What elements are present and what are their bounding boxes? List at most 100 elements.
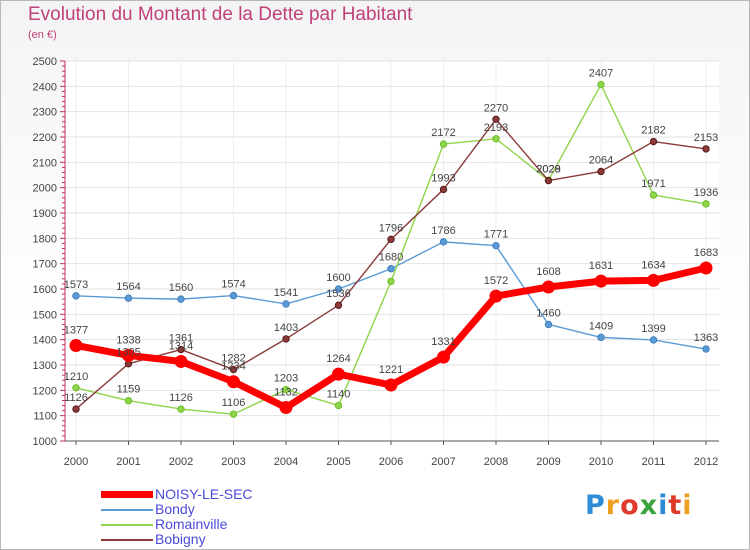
point-bondy (439, 238, 448, 246)
point-romainville (334, 401, 343, 410)
data-label-romainville: 1210 (64, 371, 88, 383)
data-label-bondy: 1564 (116, 281, 140, 293)
data-label-bobigny: 1361 (169, 333, 193, 345)
data-label-bondy: 1786 (431, 225, 455, 237)
y-tick-label: 2500 (33, 56, 57, 68)
data-label-romainville: 1106 (222, 397, 246, 409)
data-label-bondy: 1541 (274, 287, 298, 299)
x-tick-label: 2004 (274, 456, 298, 468)
point-noisy-le-sec (542, 280, 555, 294)
point-romainville (387, 277, 395, 286)
data-label-noisy-le-sec: 1683 (694, 247, 718, 259)
data-label-noisy-le-sec: 1572 (484, 275, 508, 287)
logo-letter: i (682, 490, 693, 521)
point-noisy-le-sec (332, 367, 345, 381)
y-tick-label: 1300 (33, 360, 57, 372)
point-bondy (702, 345, 710, 353)
point-noisy-le-sec (489, 289, 503, 303)
y-tick-label: 1900 (33, 208, 57, 220)
x-tick-label: 2007 (431, 456, 455, 468)
logo-letter: P (585, 490, 606, 521)
point-noisy-le-sec (647, 273, 660, 287)
y-tick-label: 1800 (33, 233, 57, 245)
data-label-romainville: 2407 (589, 68, 613, 80)
point-noisy-le-sec (69, 338, 83, 352)
x-tick-label: 2008 (484, 456, 508, 468)
data-label-bobigny: 1126 (64, 392, 88, 404)
legend-label: NOISY-LE-SEC (155, 486, 253, 502)
y-tick-label: 1200 (33, 385, 57, 397)
data-label-bobigny: 2064 (589, 154, 613, 166)
x-tick-label: 2009 (536, 456, 560, 468)
y-tick-label: 1600 (33, 284, 57, 296)
point-romainville (702, 200, 710, 208)
legend-item-noisy-le-sec: NOISY-LE-SEC (101, 486, 321, 502)
data-label-romainville: 1140 (327, 389, 351, 401)
point-noisy-le-sec (594, 274, 608, 288)
point-bondy (597, 333, 605, 342)
y-tick-label: 2400 (33, 81, 57, 93)
data-label-romainville: 2193 (484, 122, 508, 134)
axes: 1000 1100 1200 1300 1400 1500 1600 1700 1800 1900… (33, 56, 719, 468)
point-noisy-le-sec (437, 350, 450, 364)
point-romainville (649, 191, 658, 199)
point-bondy (229, 291, 238, 300)
legend-item-bondy: Bondy (101, 501, 321, 517)
logo-letter: o (620, 490, 640, 521)
point-bondy (649, 336, 658, 344)
legend-label: Bondy (155, 501, 195, 517)
y-tick-label: 2000 (33, 183, 57, 195)
data-label-bobigny: 2028 (536, 164, 560, 176)
data-label-romainville: 1203 (274, 373, 298, 385)
data-label-bobigny: 2182 (641, 125, 665, 137)
point-bondy (387, 265, 395, 273)
data-label-bobigny: 1305 (116, 347, 140, 359)
logo-letter: r (605, 490, 621, 521)
data-label-bondy: 1771 (484, 229, 508, 241)
data-label-bobigny: 1796 (379, 222, 403, 234)
data-label-romainville: 1159 (117, 384, 141, 396)
plot-area (65, 61, 719, 441)
data-label-romainville: 2029 (536, 163, 560, 175)
point-bobigny (229, 365, 238, 374)
y-tick-label: 1400 (33, 335, 57, 347)
legend-swatch (101, 539, 153, 541)
data-label-noisy-le-sec: 1377 (64, 324, 88, 336)
legend-label: Bobigny (155, 531, 206, 547)
legend-swatch (101, 509, 153, 511)
point-noisy-le-sec (174, 354, 188, 368)
point-bobigny (387, 235, 395, 244)
data-label-noisy-le-sec: 1634 (641, 259, 665, 271)
point-noisy-le-sec (699, 261, 713, 275)
point-bondy (492, 241, 500, 250)
point-noisy-le-sec (122, 348, 135, 362)
point-romainville (492, 135, 500, 143)
legend-item-romainville: Romainville (101, 516, 321, 532)
logo-letter: x (639, 490, 659, 521)
x-tick-label: 2003 (221, 456, 245, 468)
point-noisy-le-sec (384, 378, 398, 392)
data-label-bondy: 1460 (536, 307, 560, 319)
y-tick-label: 1000 (33, 436, 57, 448)
point-bobigny (334, 301, 343, 309)
data-label-bondy: 1409 (589, 320, 613, 332)
logo-letter: t (668, 490, 683, 521)
point-romainville (282, 385, 290, 394)
x-tick-label: 2006 (379, 456, 403, 468)
legend-item-bobigny: Bobigny (101, 531, 321, 547)
data-label-romainville: 1971 (641, 178, 665, 190)
point-romainville (177, 405, 185, 413)
data-label-bondy: 1573 (64, 279, 88, 291)
data-label-romainville: 1126 (169, 392, 193, 404)
point-bobigny (597, 167, 605, 176)
point-bobigny (177, 345, 185, 354)
data-label-bondy: 1363 (694, 332, 718, 344)
data-label-noisy-le-sec: 1331 (431, 336, 455, 348)
logo-letter: i (658, 490, 669, 521)
data-label-noisy-le-sec: 1338 (116, 334, 140, 346)
proxiti-logo: Proxiti (585, 490, 693, 521)
point-noisy-le-sec (227, 375, 240, 389)
x-tick-label: 2005 (326, 456, 350, 468)
